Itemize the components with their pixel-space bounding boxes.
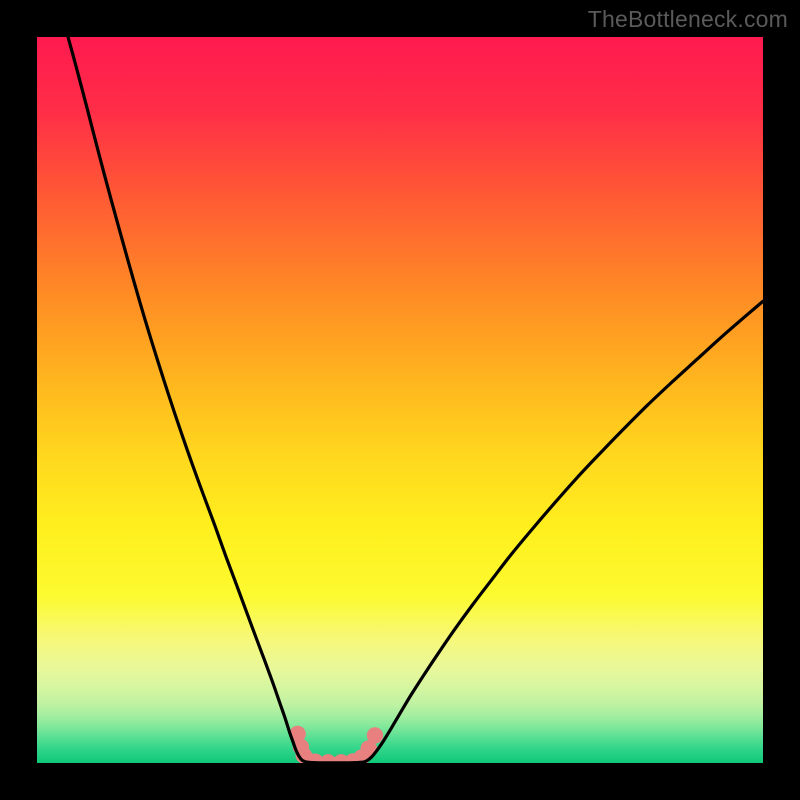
plot-area	[37, 37, 763, 763]
data-marker	[367, 727, 383, 743]
watermark-text: TheBottleneck.com	[588, 6, 788, 33]
curve-valley	[306, 762, 364, 763]
bottleneck-curve-chart	[37, 37, 763, 763]
